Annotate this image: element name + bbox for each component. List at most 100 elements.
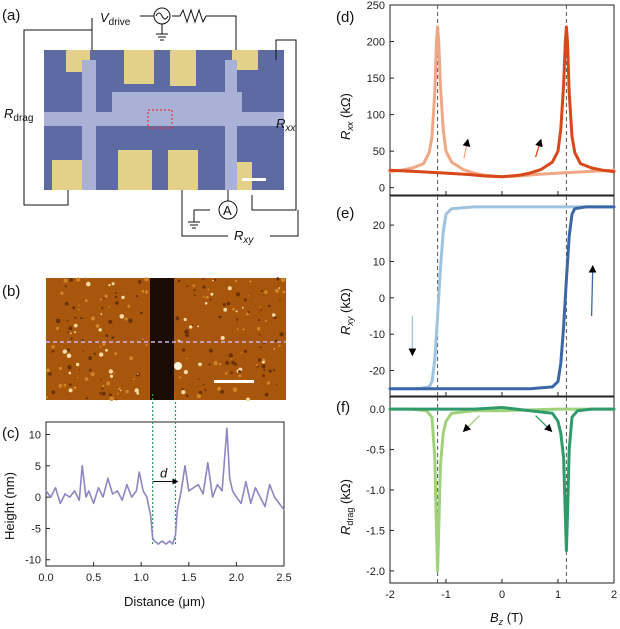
afm-grain [273,316,277,320]
c-xlabel: Distance (μm) [124,594,205,609]
resistor-icon [172,8,218,24]
afm-grain [101,391,106,396]
afm-grain [217,386,222,391]
afm-grain [45,336,47,339]
afm-trench [150,278,174,400]
c-xtick-label: 0.5 [86,572,101,584]
afm-grain [136,372,139,376]
afm-grain [259,346,262,349]
afm-grain [72,306,76,310]
f-xtick-label: 1 [555,589,561,601]
afm-grain [88,356,92,361]
afm-grain [257,358,262,362]
afm-grain [185,357,188,360]
afm-grain [111,336,113,339]
c-d-label: d [160,466,168,481]
e-ylabel: Rxy (kΩ) [338,288,355,335]
afm-grain [58,366,63,371]
afm-grain [202,383,205,386]
afm-grain [80,316,83,320]
f-ticks: 0.0 -0.5 -1.0 -1.5 -2.0-2 -1 0 1 2 [366,404,617,601]
panel-d: (d) 250 200 150 100 50 0 Rxx (kΩ) [336,0,616,196]
afm-grain [209,298,212,301]
afm-grain [142,338,144,341]
afm-grain [100,313,103,315]
afm-grain [114,295,118,299]
afm-grain [108,306,111,308]
f-xtick-label: 2 [611,589,617,601]
c-ytick-label: 10 [29,430,41,442]
c-xtick-label: 1.0 [134,572,149,584]
afm-grain [116,392,119,395]
afm-grain [84,377,89,381]
d-sweep-arrow-down [534,138,543,158]
e-series-1 [388,205,616,391]
afm-grain [230,371,233,375]
circuit-wires [23,15,299,237]
afm-grain [236,328,239,331]
afm-grain [51,349,55,353]
afm-grain [69,278,73,282]
afm-grain [106,381,111,386]
r-drag-label: Rdrag [4,106,33,124]
panel-c: (c) 10 5 0 -5 -10 0.0 0.5 1.0 1.5 2.0 2.5 d Height… [2,394,292,609]
afm-grain [115,292,118,295]
afm-grain [234,279,238,283]
f-ytick-label: -2.0 [366,566,385,578]
afm-grain [78,308,80,311]
afm-grain [228,353,233,358]
afm-grain [77,304,80,307]
afm-grain [272,313,276,317]
afm-grain [280,277,286,283]
afm-grain [110,394,113,397]
afm-grain [45,396,49,399]
afm-grain [272,369,276,372]
afm-grain [128,318,133,323]
afm-grain [86,281,91,287]
afm-grain [103,297,106,300]
afm-grain [235,292,241,297]
afm-grain [114,352,118,356]
afm-grain [268,304,271,308]
afm-grain [185,333,189,338]
afm-grain [46,368,50,373]
afm-grain [261,363,266,369]
afm-grain [264,319,267,322]
c-xtick-label: 2.5 [276,572,291,584]
c-xtick-label: 0.0 [38,572,53,584]
panel-d-label: (d) [336,9,354,26]
afm-grain [136,392,140,395]
afm-particle [174,362,182,370]
d-ytick-label: 0 [379,183,385,195]
zoom-region-box [147,109,173,129]
d-series [388,25,616,179]
afm-grain [247,295,250,297]
d-ytick-label: 100 [367,110,385,122]
afm-grain [64,285,68,288]
c-ytick-label: 0 [35,492,41,504]
afm-grain [218,315,222,319]
c-ylabel: Height (nm) [2,472,17,540]
afm-grain [202,277,205,280]
afm-grain [104,294,108,298]
panel-e: (e) 20 10 0 -10 -20 Rxy (kΩ) [336,195,616,397]
ac-source-icon [153,7,171,41]
afm-grain [129,356,134,361]
afm-grain [58,383,63,388]
afm-grain [77,376,79,379]
afm-grain [76,277,81,282]
afm-grain [223,307,228,312]
panel-a-label: (a) [2,7,20,24]
afm-grain [144,277,149,282]
afm-grain [279,299,281,301]
afm-grain [90,372,95,377]
r-xy-label: Rxy [234,228,254,246]
afm-grain [279,332,284,337]
f-series-1 [388,407,616,573]
panel-a: (a) [2,7,299,246]
afm-grain [101,387,104,390]
afm-grain [268,369,272,373]
afm-grain [226,301,231,306]
afm-grain [84,299,88,303]
